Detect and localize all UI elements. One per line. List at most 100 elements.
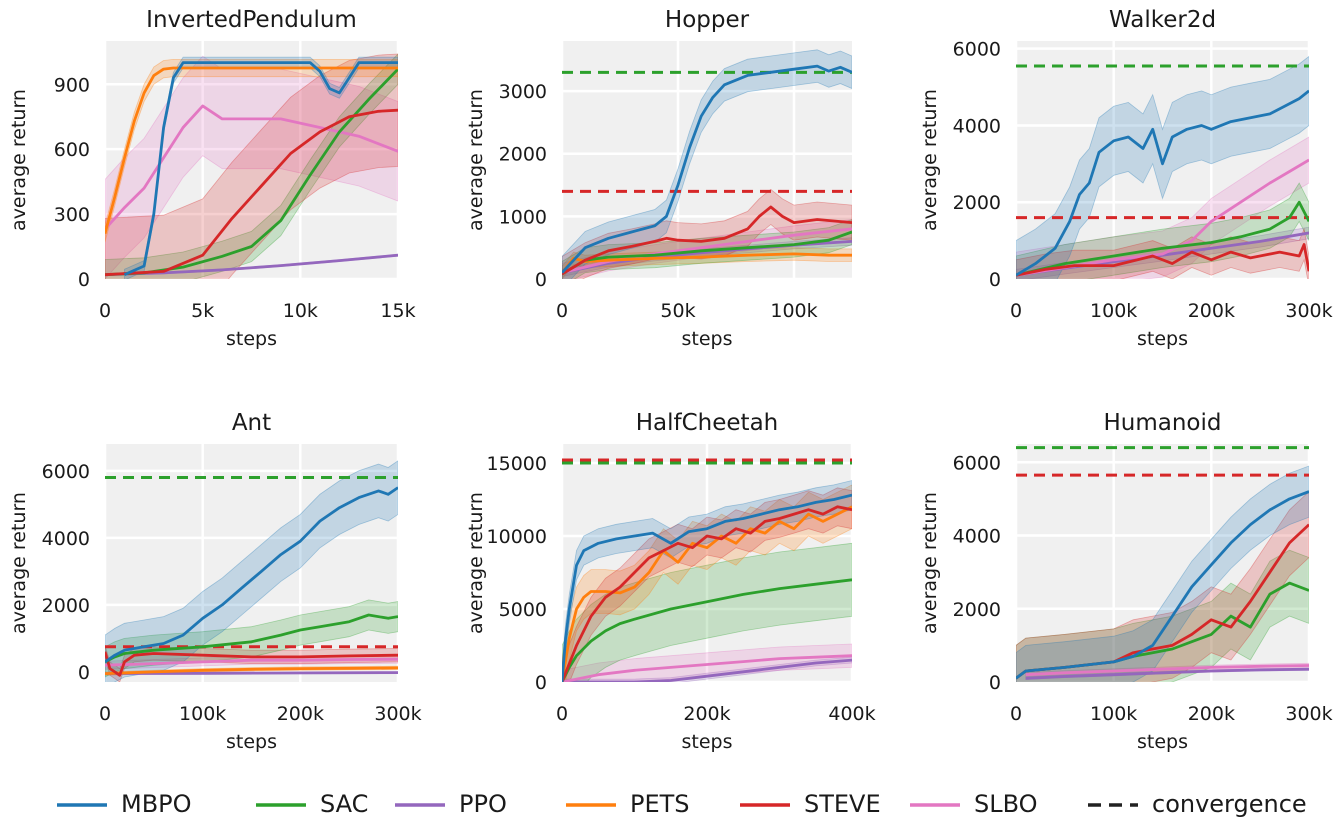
legend-entry-ppo: PPO [395,790,507,818]
chart-walker2d: 0 100k 200k 300k 0 2000 4000 6000 Walker2d steps a… [919,7,1333,350]
x-axis-label: steps [1137,328,1188,350]
x-tick-label: 400k [828,703,875,725]
band-pets [562,484,852,682]
band-slbo [105,55,398,279]
band-sac [1016,549,1309,682]
chart-title: Hopper [665,7,750,33]
y-axis-label: average return [919,492,941,634]
x-tick-label: 0 [99,300,111,322]
band-mbpo [562,49,852,279]
legend-entry-slbo: SLBO [910,790,1038,818]
band-steve [1016,491,1309,682]
y-axis-label: average return [8,492,30,634]
charts-grid: 0 5k 10k 15k 0 300 600 900 InvertedPendulum steps… [8,7,1333,753]
line-steve [105,108,398,277]
legend-label: convergence [1152,790,1307,818]
legend-label: SLBO [974,790,1038,818]
line-ppo [105,671,398,675]
y-tick-label: 2000 [953,192,1001,214]
x-tick-label: 100k [770,300,817,322]
line-steve [105,651,398,677]
y-tick-label: 6000 [953,452,1001,474]
band-mbpo [1016,465,1309,682]
x-tick-label: 0 [1010,300,1022,322]
band-slbo [562,643,852,682]
x-tick-label: 50k [660,300,695,322]
line-mbpo [105,486,398,664]
y-tick-label: 0 [535,672,547,694]
series-group [105,53,398,279]
x-tick-label: 100k [179,703,226,725]
line-steve [562,205,852,276]
line-mbpo [562,493,852,682]
line-slbo [105,657,398,667]
y-tick-label: 2000 [953,599,1001,621]
line-sac [562,230,852,276]
band-mbpo [562,480,852,682]
legend-label: PETS [630,790,690,818]
y-tick-label: 2000 [499,144,547,166]
y-tick-label: 300 [54,204,90,226]
chart-hopper: 0 50k 100k 0 1000 2000 3000 Hopper steps average … [465,7,852,350]
legend-entry-convergence: convergence [1088,790,1307,818]
chart-halfcheetah: 0 200k 400k 0 5000 10000 15000 HalfCheetah steps… [465,410,876,753]
y-tick-label: 5000 [499,599,547,621]
line-sac [562,578,852,682]
y-tick-label: 0 [989,672,1001,694]
y-tick-label: 15000 [487,453,547,475]
y-tick-label: 0 [989,269,1001,291]
y-tick-label: 6000 [953,39,1001,61]
legend-label: PPO [459,790,507,818]
y-tick-label: 0 [78,269,90,291]
band-steve [105,53,398,279]
plot-area [1016,444,1309,682]
line-mbpo [1016,490,1309,680]
line-mbpo [1016,89,1309,277]
legend-entry-sac: SAC [256,790,368,818]
plot-area [105,41,398,279]
line-steve [1016,243,1309,277]
chart-ant: 0 100k 200k 300k 0 2000 4000 6000 Ant steps averag… [8,410,422,753]
x-tick-label: 100k [1090,703,1137,725]
line-sac [1016,200,1309,277]
legend-entry-pets: PETS [566,790,690,818]
chart-title: Ant [232,410,271,436]
band-steve [562,487,852,682]
x-tick-label: 100k [1090,300,1137,322]
y-tick-label: 4000 [42,528,90,550]
y-axis-label: average return [465,89,487,231]
y-tick-label: 600 [54,139,90,161]
x-axis-label: steps [226,731,277,753]
line-pets [105,66,398,234]
line-pets [105,666,398,675]
x-tick-label: 5k [191,300,214,322]
chart-title: Humanoid [1103,410,1221,436]
x-tick-label: 300k [1285,703,1332,725]
legend: MBPO SAC PPO PETS STEVE SLBO convergence [57,790,1307,818]
series-group [1016,446,1309,682]
y-tick-label: 6000 [42,461,90,483]
band-mbpo [1016,55,1309,279]
chart-title: Walker2d [1109,7,1216,33]
x-axis-label: steps [682,731,733,753]
line-mbpo [562,64,852,274]
y-tick-label: 4000 [953,526,1001,548]
line-slbo [1025,664,1309,677]
band-sac [105,53,398,279]
legend-label: SAC [320,790,368,818]
line-pets [562,505,852,682]
y-tick-label: 0 [535,269,547,291]
line-ppo [1025,667,1309,680]
chart-humanoid: 0 100k 200k 300k 0 2000 4000 6000 Humanoid steps a… [919,410,1333,753]
x-axis-label: steps [1137,731,1188,753]
y-tick-label: 10000 [487,526,547,548]
x-tick-label: 15k [380,300,415,322]
x-tick-label: 0 [1010,703,1022,725]
x-tick-label: 300k [374,703,421,725]
legend-label: STEVE [804,790,881,818]
line-pets [562,252,852,274]
legend-entry-steve: STEVE [740,790,881,818]
line-mbpo [123,61,398,276]
series-group [562,458,852,682]
